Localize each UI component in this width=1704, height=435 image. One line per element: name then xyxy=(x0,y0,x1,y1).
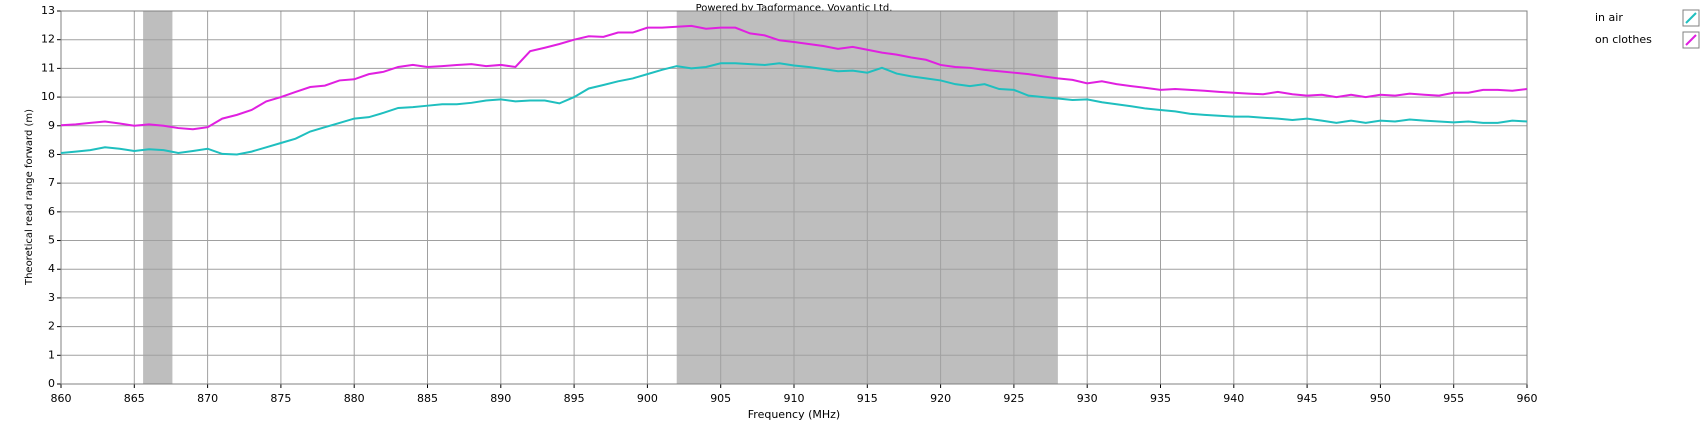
x-tick-label: 905 xyxy=(710,392,731,405)
y-tick-label: 1 xyxy=(48,348,55,361)
x-tick-label: 945 xyxy=(1297,392,1318,405)
x-tick-label: 955 xyxy=(1443,392,1464,405)
legend-line xyxy=(1685,34,1697,46)
x-tick-label: 880 xyxy=(344,392,365,405)
x-tick-label: 865 xyxy=(124,392,145,405)
x-tick-label: 885 xyxy=(417,392,438,405)
y-tick-label: 4 xyxy=(48,262,55,275)
x-tick-label: 925 xyxy=(1003,392,1024,405)
y-tick-label: 6 xyxy=(48,205,55,218)
x-tick-label: 920 xyxy=(930,392,951,405)
x-tick-label: 875 xyxy=(270,392,291,405)
x-tick-label: 910 xyxy=(784,392,805,405)
x-tick-label: 895 xyxy=(564,392,585,405)
x-tick-label: 870 xyxy=(197,392,218,405)
y-tick-label: 12 xyxy=(41,33,55,46)
x-tick-label: 860 xyxy=(51,392,72,405)
y-tick-label: 13 xyxy=(41,4,55,17)
series-line xyxy=(60,62,1528,156)
x-tick-label: 960 xyxy=(1517,392,1538,405)
chart-title: Powered by Tagformance, Voyantic Ltd. xyxy=(696,3,893,14)
x-tick-label: 950 xyxy=(1370,392,1391,405)
y-tick-label: 7 xyxy=(48,176,55,189)
x-axis-label: Frequency (MHz) xyxy=(748,408,840,421)
y-tick-label: 11 xyxy=(41,61,55,74)
y-tick-label: 10 xyxy=(41,90,55,103)
y-tick-label: 3 xyxy=(48,291,55,304)
x-tick-label: 915 xyxy=(857,392,878,405)
legend-line xyxy=(1685,12,1697,24)
series-line xyxy=(60,24,1528,131)
y-tick-label: 9 xyxy=(48,119,55,132)
x-tick-label: 935 xyxy=(1150,392,1171,405)
x-tick-label: 890 xyxy=(490,392,511,405)
shaded-band xyxy=(143,11,173,384)
legend-label: in air xyxy=(1595,11,1623,24)
y-tick-label: 0 xyxy=(48,377,55,390)
x-tick-label: 900 xyxy=(637,392,658,405)
y-tick-label: 8 xyxy=(48,147,55,160)
plot-frame xyxy=(60,10,1528,385)
y-tick-label: 5 xyxy=(48,234,55,247)
legend-label: on clothes xyxy=(1595,33,1652,46)
y-axis-label: Theoretical read range forward (m) xyxy=(24,109,35,286)
y-tick-label: 2 xyxy=(48,320,55,333)
x-tick-label: 940 xyxy=(1223,392,1244,405)
x-tick-label: 930 xyxy=(1077,392,1098,405)
